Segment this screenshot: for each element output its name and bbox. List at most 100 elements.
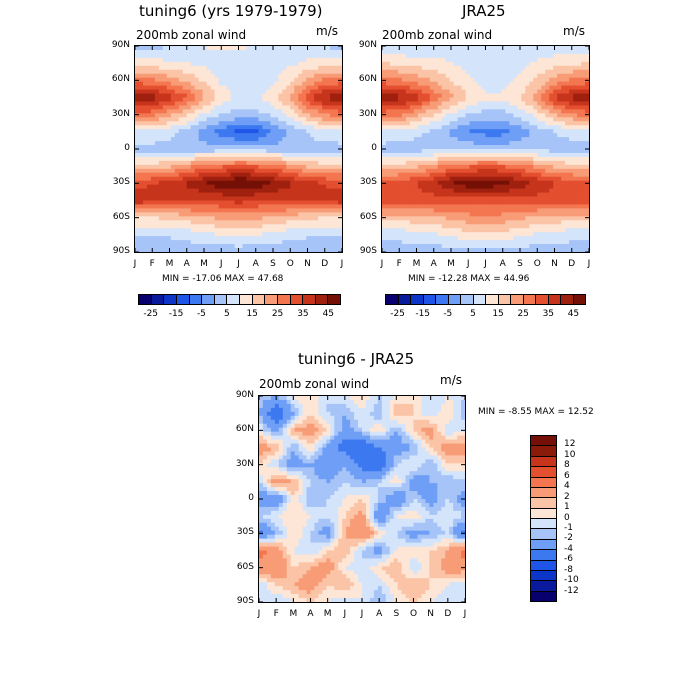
heatmap-cell — [206, 105, 212, 110]
heatmap-cell — [445, 121, 451, 126]
heatmap-cell — [457, 200, 463, 206]
heatmap-cell — [142, 204, 148, 210]
heatmap-cell — [541, 172, 546, 178]
heatmap-cell — [274, 69, 279, 75]
heatmap-cell — [230, 232, 236, 237]
heatmap-cell — [250, 77, 256, 83]
heatmap-cell — [413, 105, 419, 110]
heatmap-cell — [533, 204, 538, 210]
heatmap-cell — [234, 69, 240, 75]
heatmap-cell — [437, 77, 443, 83]
heatmap-cell — [338, 81, 342, 87]
heatmap-cell — [409, 61, 415, 67]
heatmap-cell — [294, 73, 299, 79]
heatmap-cell — [174, 184, 180, 190]
heatmap-cell — [541, 49, 546, 55]
heatmap-cell — [166, 224, 172, 229]
heatmap-cell — [497, 176, 503, 182]
heatmap-cell — [513, 188, 518, 194]
heatmap-cell — [469, 149, 475, 154]
heatmap-cell — [210, 176, 216, 182]
heatmap-cell — [461, 149, 467, 154]
heatmap-cell — [254, 192, 259, 198]
heatmap-cell — [282, 65, 287, 71]
heatmap-cell — [481, 113, 487, 118]
heatmap-cell — [413, 204, 419, 210]
heatmap-cell — [258, 125, 263, 130]
heatmap-cell — [218, 113, 224, 118]
heatmap-cell — [174, 137, 180, 142]
heatmap-cell — [194, 49, 200, 55]
heatmap-cell — [513, 129, 518, 134]
heatmap-cell — [182, 89, 188, 95]
heatmap-cell — [433, 77, 439, 83]
heatmap-cell — [178, 57, 184, 63]
heatmap-cell — [314, 176, 319, 182]
heatmap-cell — [421, 105, 427, 110]
heatmap-cell — [298, 109, 303, 114]
heatmap-cell — [493, 133, 499, 138]
heatmap-cell — [421, 93, 427, 99]
heatmap-cell — [421, 160, 427, 166]
heatmap-cell — [170, 180, 176, 186]
heatmap-cell — [178, 172, 184, 178]
heatmap-cell — [266, 196, 271, 202]
heatmap-cell — [135, 220, 140, 225]
heatmap-cell — [485, 168, 491, 174]
heatmap-cell — [142, 49, 148, 55]
heatmap-cell — [449, 145, 455, 150]
heatmap-cell — [138, 125, 144, 130]
heatmap-cell — [521, 49, 526, 55]
heatmap-cell — [310, 168, 315, 174]
heatmap-cell — [334, 216, 339, 221]
heatmap-cell — [135, 93, 140, 99]
heatmap-cell — [505, 141, 510, 146]
heatmap-cell — [557, 77, 562, 83]
heatmap-cell — [537, 200, 542, 206]
heatmap-cell — [190, 200, 196, 206]
heatmap-cell — [282, 232, 287, 237]
heatmap-cell — [581, 196, 586, 202]
heatmap-cell — [445, 117, 451, 122]
heatmap-cell — [529, 101, 534, 107]
heatmap-cell — [318, 224, 323, 229]
heatmap-cell — [433, 133, 439, 138]
heatmap-cell — [142, 228, 148, 233]
heatmap-cell — [557, 89, 562, 95]
heatmap-cell — [210, 81, 216, 87]
heatmap-cell — [298, 117, 303, 122]
heatmap-cell — [549, 81, 554, 87]
heatmap-cell — [405, 109, 411, 114]
heatmap-cell — [425, 113, 431, 118]
heatmap-cell — [286, 145, 291, 150]
heatmap-cell — [154, 89, 160, 95]
heatmap-cell — [166, 129, 172, 134]
heatmap-cell — [250, 208, 256, 213]
heatmap-cell — [310, 232, 315, 237]
heatmap-cell — [270, 220, 275, 225]
heatmap-cell — [461, 97, 467, 103]
heatmap-cell — [178, 168, 184, 174]
heatmap-cell — [310, 156, 315, 162]
heatmap-cell — [302, 232, 307, 237]
heatmap-cell — [525, 200, 530, 206]
heatmap-cell — [202, 105, 208, 110]
heatmap-cell — [581, 105, 586, 110]
heatmap-cell — [382, 212, 387, 217]
heatmap-cell — [425, 188, 431, 194]
heatmap-cell — [509, 204, 514, 210]
heatmap-cell — [198, 145, 204, 150]
heatmap-cell — [397, 73, 403, 79]
heatmap-cell — [525, 53, 530, 59]
heatmap-cell — [154, 248, 160, 252]
heatmap-cell — [138, 204, 144, 210]
heatmap-cell — [561, 141, 566, 146]
heatmap-cell — [166, 220, 172, 225]
heatmap-cell — [210, 196, 216, 202]
heatmap-cell — [338, 248, 342, 252]
heatmap-cell — [401, 137, 407, 142]
heatmap-cell — [569, 117, 574, 122]
heatmap-cell — [437, 188, 443, 194]
heatmap-cell — [338, 57, 342, 63]
heatmap-cell — [246, 125, 252, 130]
